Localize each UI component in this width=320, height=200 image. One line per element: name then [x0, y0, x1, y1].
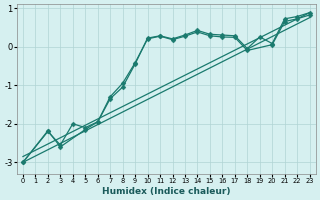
X-axis label: Humidex (Indice chaleur): Humidex (Indice chaleur) — [102, 187, 230, 196]
